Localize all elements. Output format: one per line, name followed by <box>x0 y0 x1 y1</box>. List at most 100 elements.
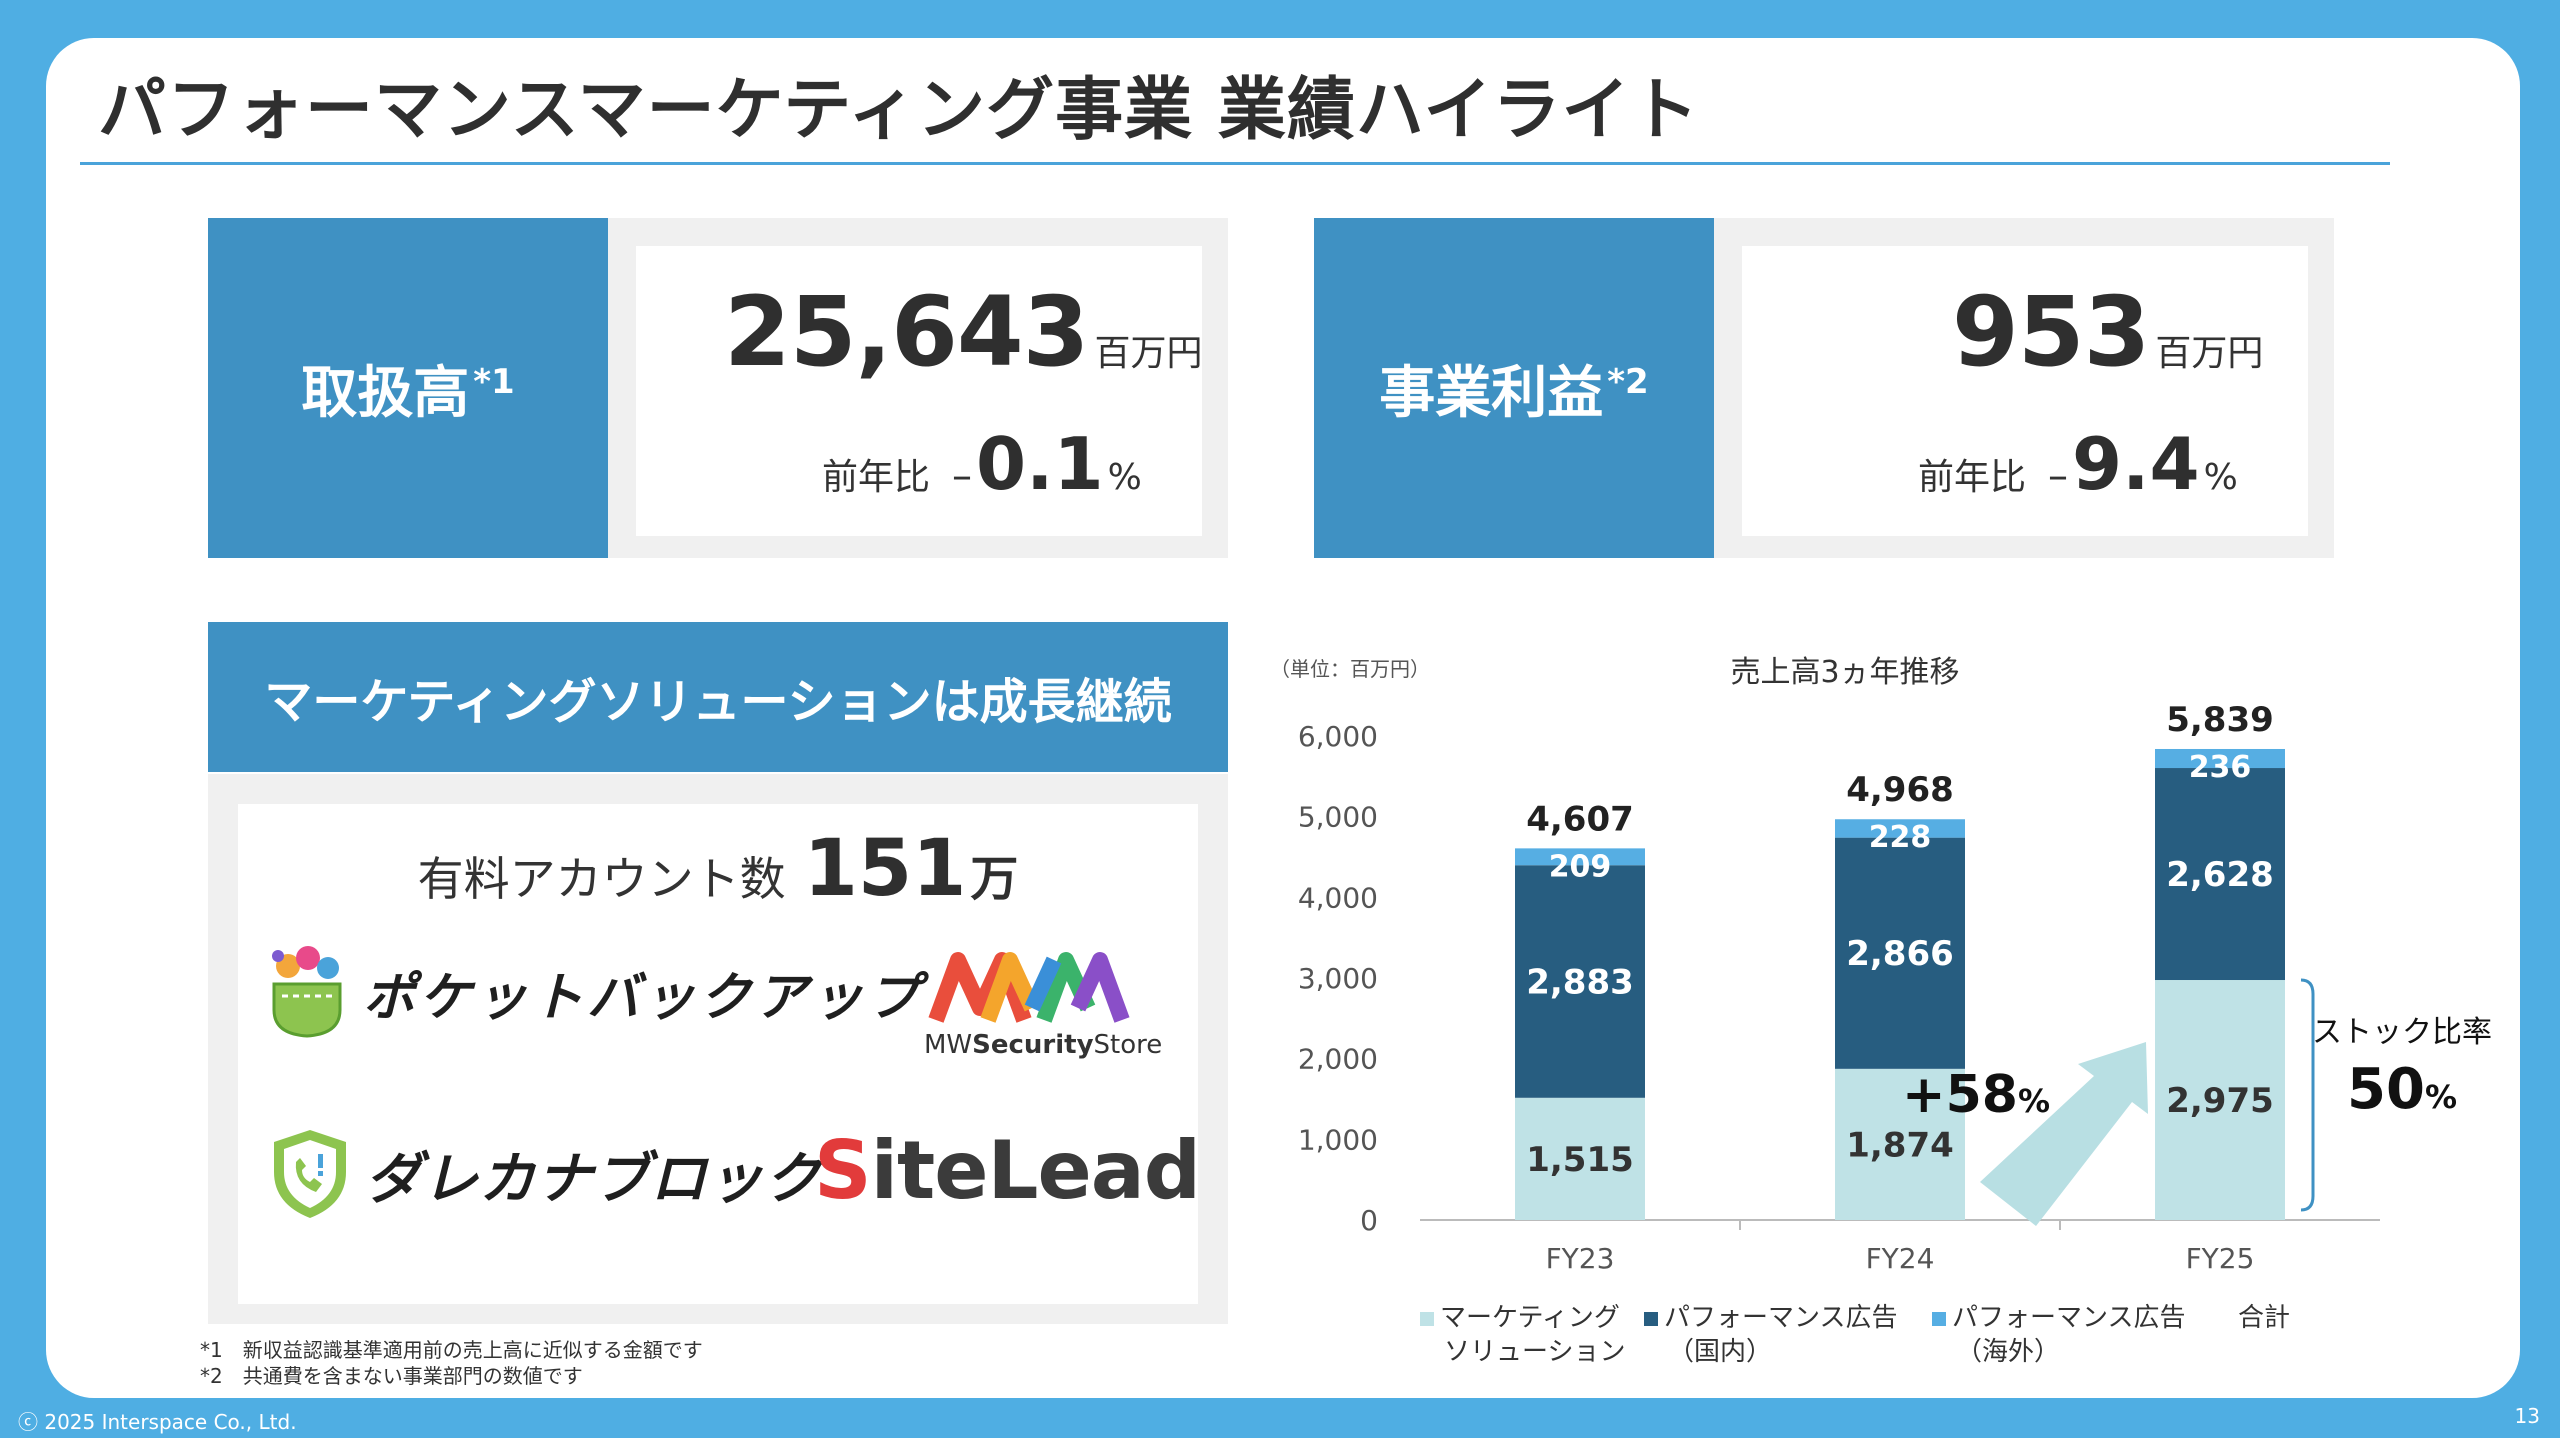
kpi-gmv-yoy-unit: % <box>1107 457 1142 498</box>
y-tick-label: 4,000 <box>1298 881 1378 914</box>
kpi-gmv-label: 取扱高 *1 <box>208 218 608 558</box>
kpi-profit-yoy-unit: % <box>2203 457 2238 498</box>
y-tick-label: 1,000 <box>1298 1123 1378 1156</box>
bar-value-label: 1,515 <box>1526 1140 1634 1180</box>
legend-label: パフォーマンス広告 <box>1664 1303 1897 1333</box>
chart-title: 売上高3ヵ年推移 <box>1730 655 1959 690</box>
kpi-profit-label: 事業利益 *2 <box>1314 218 1714 558</box>
legend-label: ソリューション <box>1444 1337 1625 1367</box>
kpi-gmv-value-row: 25,643 百万円 <box>724 276 1202 388</box>
legend-label: パフォーマンス広告 <box>1952 1303 2185 1333</box>
growth-arrow: +58% <box>1902 1042 2148 1226</box>
footnotes: *1 新収益認識基準適用前の売上高に近似する金額です *2 共通費を含まない事業… <box>200 1337 703 1389</box>
kpi-gmv-yoy-sign: – <box>952 453 973 499</box>
footnote-1: *1 新収益認識基準適用前の売上高に近似する金額です <box>200 1338 703 1362</box>
mw-logo-text: MWSecurityStore <box>924 1030 1162 1060</box>
x-tick-label: FY25 <box>2186 1242 2255 1275</box>
legend-label: （国内） <box>1668 1337 1772 1367</box>
bar-segment <box>1515 1097 1645 1220</box>
bar-value-label: 236 <box>2189 750 2252 785</box>
y-tick-label: 2,000 <box>1298 1043 1378 1076</box>
bar-segment <box>2155 980 2285 1220</box>
kpi-gmv-value: 25,643 <box>724 276 1089 388</box>
mw-text-prefix: MW <box>924 1030 973 1060</box>
bar-total-label: 4,968 <box>1846 770 1954 810</box>
chart-unit-label: （単位：百万円） <box>1270 657 1430 681</box>
kpi-gmv-body: 25,643 百万円 前年比 –0.1% <box>636 246 1202 536</box>
growth-panel: 有料アカウント数 151万 ポケットバックアップ MWSec <box>208 774 1228 1324</box>
kpi-gmv-note: *1 <box>473 362 515 402</box>
kpi-gmv-yoy-row: 前年比 –0.1% <box>822 422 1142 506</box>
paid-accounts-value: 151 <box>803 824 967 914</box>
revenue-stacked-bar-chart: （単位：百万円） 売上高3ヵ年推移 0 1,000 2,000 3,000 4,000 5… <box>1270 655 2492 1367</box>
legend-swatch <box>1420 1312 1434 1326</box>
kpi-gmv-panel: 取扱高 *1 25,643 百万円 前年比 –0.1% <box>208 218 1228 558</box>
x-tick-label: FY24 <box>1866 1242 1935 1275</box>
legend-swatch <box>1932 1312 1946 1326</box>
dareka-block-name: ダレカナブロック <box>365 1146 822 1212</box>
y-tick-label: 6,000 <box>1298 720 1378 753</box>
y-tick-label: 0 <box>1360 1204 1378 1237</box>
pocket-backup-icon <box>272 946 342 1038</box>
bar-value-label: 2,883 <box>1526 963 1634 1003</box>
kpi-profit-unit: 百万円 <box>2155 333 2264 374</box>
bar-value-label: 2,628 <box>2166 855 2274 895</box>
legend-total-label: 合計 <box>2238 1303 2290 1333</box>
mw-security-store-logo: MWSecurityStore <box>924 950 1162 1060</box>
growth-heading: マーケティングソリューションは成長継続 <box>208 622 1228 772</box>
sitelead-logo: SiteLead <box>814 1124 1201 1217</box>
kpi-profit-yoy-label: 前年比 <box>1918 457 2027 498</box>
bar-total-label: 4,607 <box>1526 799 1634 839</box>
kpi-profit-yoy-value: 9.4 <box>2072 422 2200 506</box>
x-tick-label: FY23 <box>1546 1242 1615 1275</box>
legend-swatch <box>1644 1312 1658 1326</box>
bar-value-label: 1,874 <box>1846 1125 1954 1165</box>
bar-segment <box>1515 865 1645 1098</box>
kpi-profit-value-row: 953 百万円 <box>1952 276 2263 388</box>
shield-phone-icon <box>274 1130 346 1218</box>
pocket-backup-name: ポケットバックアップ <box>363 967 924 1028</box>
bar-segment <box>1835 837 1965 1069</box>
kpi-profit-value: 953 <box>1952 276 2150 388</box>
bar-segment <box>1515 848 1645 866</box>
legend-label: （海外） <box>1956 1337 2060 1367</box>
chart-legend: マーケティングソリューション パフォーマンス広告 （国内） パフォーマンス広告 （海外）… <box>1420 1303 2290 1367</box>
kpi-gmv-label-text: 取扱高 <box>301 360 470 426</box>
y-tick-label: 5,000 <box>1298 801 1378 834</box>
legend-label: マーケティング <box>1440 1303 1620 1333</box>
bar-value-label: 209 <box>1549 849 1612 884</box>
stock-ratio-annotation: ストック比率 50% <box>2300 978 2492 1212</box>
stock-ratio-number: 50 <box>2347 1057 2425 1122</box>
stock-ratio-label: ストック比率 <box>2312 1015 2492 1050</box>
mw-logo-mark <box>928 952 1130 1023</box>
growth-arrow-shape <box>1980 1042 2148 1226</box>
bar-segment <box>2155 768 2285 981</box>
kpi-profit-body: 953 百万円 前年比 –9.4% <box>1742 246 2308 536</box>
kpi-profit-label-text: 事業利益 <box>1379 360 1604 426</box>
bar-segment <box>2155 748 2285 769</box>
bar-segment <box>1835 819 1965 838</box>
sitelead-rest: iteLead <box>870 1124 1201 1217</box>
paid-accounts-label: 有料アカウント数 <box>417 852 786 906</box>
growth-inner: 有料アカウント数 151万 ポケットバックアップ MWSec <box>238 804 1201 1304</box>
page-number: 13 <box>2514 1404 2540 1428</box>
bars: 1,515 2,883 209 4,607 1,874 2,866 228 4,968 2,97… <box>1515 700 2285 1220</box>
kpi-gmv-yoy-value: 0.1 <box>976 422 1104 506</box>
growth-annotation: +58% <box>1902 1065 2050 1125</box>
bar-value-label: 2,866 <box>1846 934 1954 974</box>
copyright: ⓒ 2025 Interspace Co., Ltd. <box>18 1410 297 1434</box>
kpi-profit-note: *2 <box>1607 362 1649 402</box>
stock-bracket <box>2300 978 2315 1212</box>
page-title: パフォーマンスマーケティング事業 業績ハイライト <box>98 71 1700 150</box>
kpi-profit-yoy-row: 前年比 –9.4% <box>1918 422 2238 506</box>
dareka-block-logo: ダレカナブロック <box>268 1126 821 1222</box>
kpi-gmv-unit: 百万円 <box>1094 333 1203 374</box>
stock-ratio-unit: % <box>2425 1078 2457 1116</box>
y-tick-label: 3,000 <box>1298 962 1378 995</box>
growth-annotation-value: +58 <box>1902 1065 2018 1125</box>
footnote-2: *2 共通費を含まない事業部門の数値です <box>200 1364 583 1388</box>
bar-total-label: 5,839 <box>2166 700 2274 740</box>
mw-text-suffix: Store <box>1093 1030 1163 1060</box>
bar-value-label: 2,975 <box>2166 1081 2274 1121</box>
paid-accounts-unit: 万 <box>970 851 1019 907</box>
